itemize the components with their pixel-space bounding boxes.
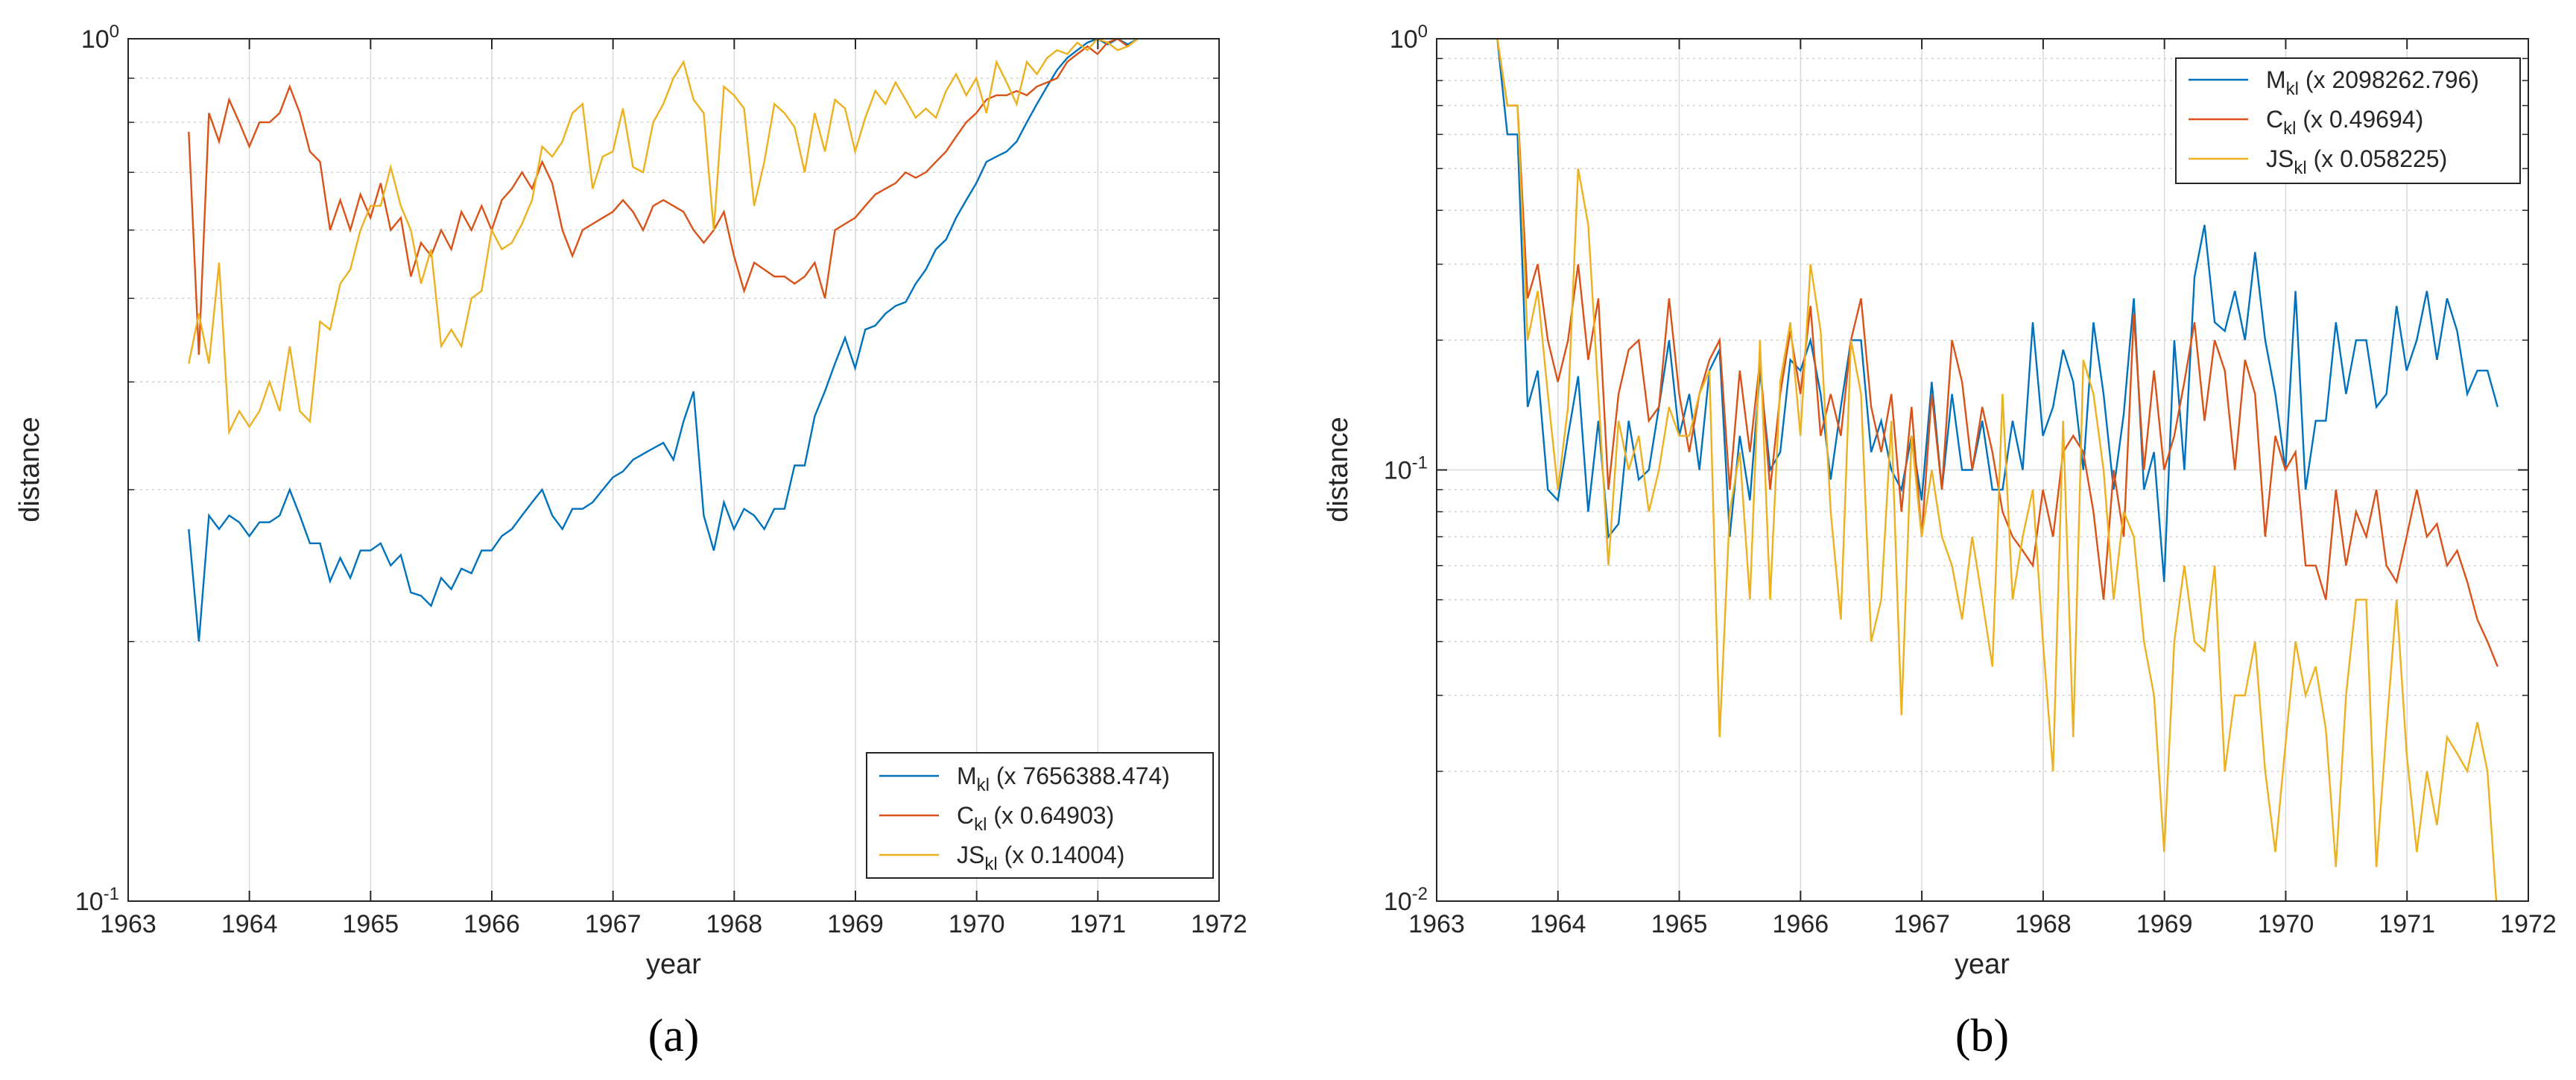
x-tick-label: 1969 [2136,910,2193,938]
axes-box [127,38,1220,902]
x-axis-ticks: 1963 1964 1965 1966 1967 1968 1969 1970 1971 1972 [1408,39,2557,938]
panel-label-b: (b) [1955,1011,2009,1061]
x-tick-label: 1963 [100,910,156,938]
legend-label: JSkl (x 0.14004) [957,841,1124,874]
y-tick-label: 10-1 [75,884,119,916]
series-m-kl [188,39,1139,642]
y-tick-label: 100 [1390,22,1428,54]
x-tick-label: 1968 [2015,910,2072,938]
x-tick-label: 1971 [1070,910,1127,938]
panel-label-a: (a) [648,1011,700,1061]
legend: Mkl (x 7656388.474) Ckl (x 0.64903) JSkl… [866,752,1214,879]
y-axis-label: distance [14,417,45,522]
legend-label: JSkl (x 0.058225) [2266,145,2447,178]
x-tick-label: 1969 [827,910,884,938]
legend-entry-js: JSkl (x 0.14004) [879,841,1124,874]
series-layer [1496,39,2499,901]
x-tick-label: 1970 [949,910,1005,938]
y-tick-label: 10-1 [1384,453,1428,485]
legend: Mkl (x 2098262.796) Ckl (x 0.49694) JSkl… [2175,57,2521,184]
legend-label: Mkl (x 2098262.796) [2266,66,2479,99]
series-layer [188,39,1139,642]
legend-entry-js: JSkl (x 0.058225) [2189,145,2447,178]
x-tick-label: 1963 [1408,910,1465,938]
legend-entry-m: Mkl (x 7656388.474) [879,762,1170,795]
x-tick-label: 1967 [585,910,642,938]
y-tick-label: 100 [81,22,119,54]
legend-entry-c: Ckl (x 0.49694) [2189,106,2423,139]
legend-label: Ckl (x 0.49694) [2266,106,2423,139]
x-tick-label: 1964 [1530,910,1586,938]
series-c-kl [1496,39,2499,667]
x-tick-label: 1966 [463,910,520,938]
legend-entry-m: Mkl (x 2098262.796) [2189,66,2479,99]
x-axis-label: year [1955,949,2010,980]
legend-label: Mkl (x 7656388.474) [957,762,1170,795]
x-tick-label: 1964 [221,910,278,938]
y-axis-label: distance [1323,417,1354,522]
series-js-kl [188,39,1139,436]
panel-a: 1963 1964 1965 1966 1967 1968 1969 1970 1971 1972… [14,22,1247,1061]
x-tick-label: 1970 [2258,910,2314,938]
x-tick-label: 1965 [1651,910,1708,938]
legend-label: Ckl (x 0.64903) [957,802,1114,835]
x-tick-label: 1972 [2500,910,2557,938]
x-axis-label: year [646,949,701,980]
x-tick-label: 1972 [1191,910,1247,938]
legend-entry-c: Ckl (x 0.64903) [879,802,1114,835]
panel-b: 1963 1964 1965 1966 1967 1968 1969 1970 1971 1972… [1323,22,2557,1061]
y-axis-ticks: 10-1 100 [75,22,1219,916]
x-tick-label: 1966 [1773,910,1829,938]
x-tick-label: 1968 [706,910,763,938]
series-m-kl [1496,39,2499,582]
x-tick-label: 1967 [1893,910,1950,938]
x-tick-label: 1965 [343,910,399,938]
y-tick-label: 10-2 [1384,884,1428,916]
series-js-kl [1496,39,2498,901]
x-axis-ticks: 1963 1964 1965 1966 1967 1968 1969 1970 1971 1972 [100,39,1247,938]
y-axis-ticks: 10-2 10-1 100 [1384,22,2528,916]
x-tick-label: 1971 [2379,910,2435,938]
series-c-kl [188,39,1139,356]
